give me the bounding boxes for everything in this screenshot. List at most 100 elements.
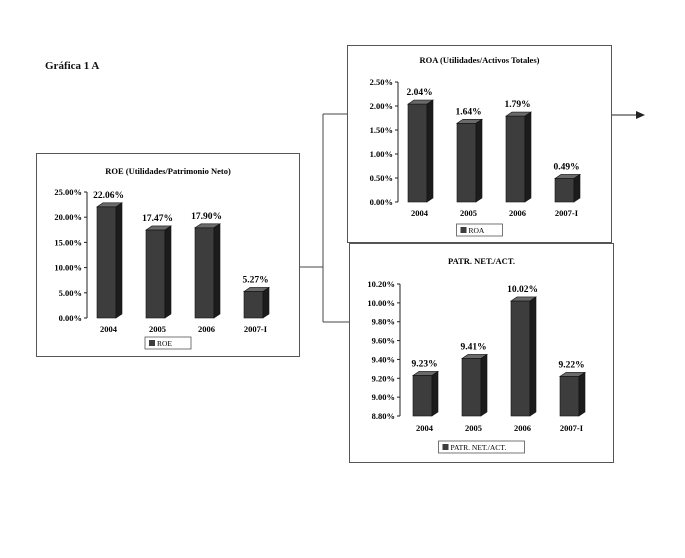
bar-side [431, 370, 439, 417]
bar-front [96, 206, 117, 319]
page-title: Gráfica 1 A [45, 60, 100, 72]
bar-2007-I [243, 286, 270, 319]
data-label: 2.04% [406, 88, 432, 98]
legend: ROA [456, 223, 503, 237]
x-tick-label: 2006 [198, 324, 215, 334]
y-tick-label: 25.00% [54, 187, 82, 197]
data-label: 9.23% [411, 359, 437, 369]
x-tick-label: 2006 [509, 208, 526, 218]
bar-2006 [505, 111, 532, 203]
bar-2006 [194, 223, 221, 319]
data-label: 9.41% [460, 342, 486, 352]
data-label: 17.90% [191, 212, 222, 222]
y-tick-label: 20.00% [54, 212, 82, 222]
bar-2005 [456, 118, 483, 203]
legend-box [438, 440, 525, 454]
bar-side [115, 202, 123, 319]
bar-2004 [412, 370, 439, 417]
legend-label: ROE [157, 339, 172, 348]
data-label: 5.27% [242, 275, 268, 285]
x-tick-label: 2006 [514, 423, 531, 433]
y-tick-label: 10.00% [54, 263, 82, 273]
bar-2006 [510, 296, 537, 417]
data-label: 1.79% [504, 100, 530, 110]
y-tick-label: 9.00% [372, 392, 395, 402]
bar-front [456, 122, 477, 203]
chart-title: ROE (Utilidades/Patrimonio Neto) [105, 166, 231, 176]
chart-title: ROA (Utilidades/Activos Totales) [420, 55, 540, 65]
bar-side [524, 111, 532, 203]
patr-chart-panel: PATR. NET./ACT. 10.20% 10.00% 9.80% 9.60% 9.4… [349, 243, 614, 463]
bar-side [529, 296, 537, 417]
bar-2004 [407, 99, 434, 203]
bar-side [164, 225, 172, 319]
bar-front [559, 376, 580, 417]
arrow-head-icon [636, 111, 645, 119]
legend-swatch [149, 340, 155, 346]
bar-2004 [96, 202, 123, 319]
x-tick-label: 2005 [149, 324, 166, 334]
x-tick-label: 2005 [465, 423, 482, 433]
bar-front [194, 227, 215, 319]
x-tick-label: 2004 [416, 423, 434, 433]
x-tick-label: 2005 [460, 208, 477, 218]
data-label: 10.02% [507, 285, 538, 295]
data-label: 9.22% [558, 360, 584, 370]
x-tick-label: 2004 [411, 208, 429, 218]
y-tick-label: 9.60% [372, 336, 395, 346]
legend-box [456, 223, 503, 237]
x-tick-label: 2004 [100, 324, 118, 334]
y-tick-label: 15.00% [54, 237, 82, 247]
bar-front [412, 375, 433, 417]
roa-chart-panel: ROA (Utilidades/Activos Totales) 2.50% 2.0… [347, 45, 612, 243]
legend: PATR. NET./ACT. [438, 440, 525, 454]
y-tick-label: 5.00% [59, 288, 82, 298]
data-label: 0.49% [553, 162, 579, 172]
y-tick-label: 9.40% [372, 354, 395, 364]
y-tick-label: 0.50% [370, 173, 393, 183]
roe-chart: ROE (Utilidades/Patrimonio Neto) 25.00% 20… [54, 166, 270, 350]
bar-front [461, 358, 482, 417]
bar-2005 [145, 225, 172, 319]
bar-front [407, 103, 428, 203]
data-label: 17.47% [142, 214, 173, 224]
bar-side [213, 223, 221, 319]
legend: ROE [144, 336, 192, 350]
y-tick-label: 10.00% [367, 298, 395, 308]
bar-side [573, 173, 581, 203]
y-tick-label: 1.00% [370, 149, 393, 159]
legend-swatch [442, 444, 449, 450]
roa-chart: ROA (Utilidades/Activos Totales) 2.50% 2.0… [370, 55, 581, 237]
y-tick-label: 1.50% [370, 125, 393, 135]
x-tick-label: 2007-I [560, 423, 584, 433]
y-tick-label: 0.00% [59, 313, 82, 323]
bar-side [578, 371, 586, 417]
bar-front [554, 178, 575, 203]
x-tick-label: 2007-I [555, 208, 579, 218]
y-tick-label: 0.00% [370, 197, 393, 207]
legend-label: PATR. NET./ACT. [451, 443, 507, 452]
legend-swatch [460, 227, 467, 233]
x-tick-label: 2007-I [244, 324, 268, 334]
bar-side [480, 353, 488, 417]
bar-front [243, 291, 264, 319]
y-tick-label: 10.20% [367, 279, 395, 289]
bar-2005 [461, 353, 488, 417]
bar-side [475, 118, 483, 203]
bar-front [510, 300, 531, 417]
y-tick-label: 9.80% [372, 317, 395, 327]
bar-2007-I [559, 371, 586, 417]
y-tick-label: 2.00% [370, 101, 393, 111]
legend-label: ROA [469, 226, 485, 235]
bar-front [505, 115, 526, 203]
y-tick-label: 9.20% [372, 373, 395, 383]
chart-title: PATR. NET./ACT. [448, 256, 515, 266]
patr-net-act-chart: PATR. NET./ACT. 10.20% 10.00% 9.80% 9.60% 9.4… [367, 256, 586, 454]
y-tick-label: 8.80% [372, 411, 395, 421]
y-tick-label: 2.50% [370, 77, 393, 87]
data-label: 22.06% [93, 191, 124, 201]
bar-side [426, 99, 434, 203]
data-label: 1.64% [455, 107, 481, 117]
legend-box [144, 336, 192, 350]
bar-side [262, 286, 270, 319]
